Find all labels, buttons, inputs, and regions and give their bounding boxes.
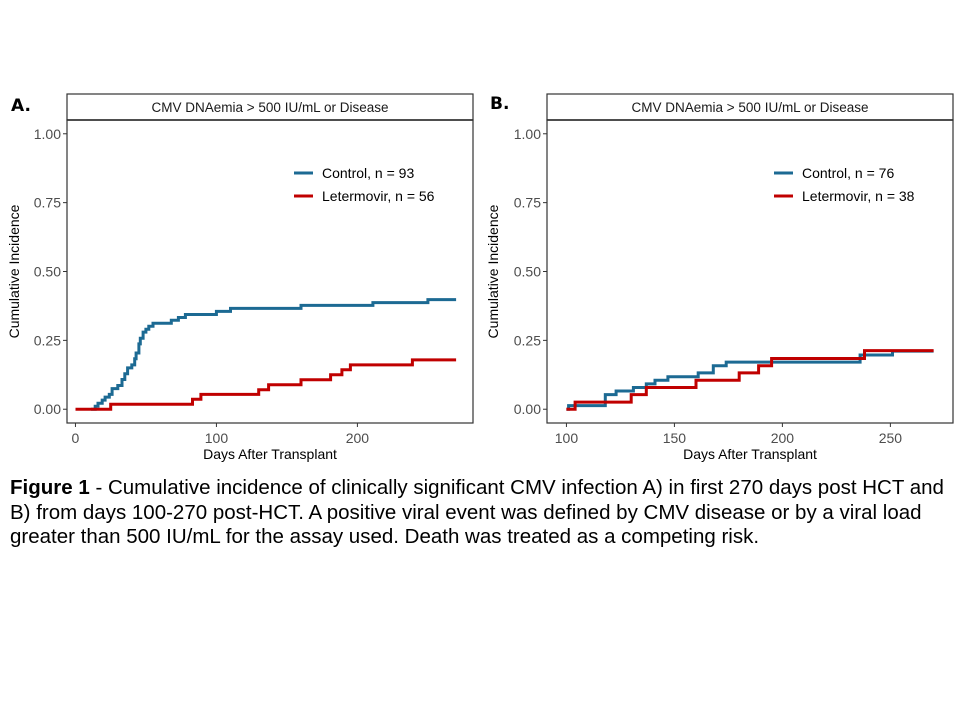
panel-a-y-tick-label: 0.75 (34, 195, 61, 211)
panel-b-y-axis-title: Cumulative Incidence (485, 204, 501, 338)
panel-a-y-tick-label: 0.00 (34, 401, 61, 417)
panel-b-y-tick-label: 0.25 (514, 332, 541, 348)
plots-svg: CMV DNAemia > 500 IU/mL or Disease 0.00 0.… (6, 93, 954, 462)
panel-b-y-tick-label: 1.00 (514, 126, 541, 142)
panel-a-y-tick-label: 0.50 (34, 264, 61, 280)
caption-label: Figure 1 (10, 476, 90, 499)
panel-a-x-tick-label: 200 (346, 430, 370, 446)
figure: A. B. CMV DNAemia > 500 IU/mL or Disease… (6, 93, 954, 462)
panel-b-strip-title: CMV DNAemia > 500 IU/mL or Disease (632, 100, 869, 115)
figure-caption: Figure 1 - Cumulative incidence of clini… (10, 476, 955, 550)
panel-b-legend-label-letermovir: Letermovir, n = 38 (802, 188, 915, 204)
panel-b-x-axis-title: Days After Transplant (683, 446, 817, 462)
panel-letter-a: A. (11, 96, 31, 116)
panel-b-y-tick-label: 0.75 (514, 195, 541, 211)
panel-letter-b: B. (490, 94, 510, 114)
panel-a-strip-title: CMV DNAemia > 500 IU/mL or Disease (152, 100, 389, 115)
panel-a-strip-header (66, 93, 474, 121)
panel-a-y-tick-label: 0.25 (34, 332, 61, 348)
panel-b-legend-label-control: Control, n = 76 (802, 165, 894, 181)
caption-text: - Cumulative incidence of clinically sig… (10, 476, 944, 548)
panel-b-x-tick-label: 100 (555, 430, 579, 446)
panel-a-series-letermovir-line (75, 358, 457, 411)
panel-b-series-control-line (566, 349, 934, 411)
panel-b-y-tick-label: 0.50 (514, 264, 541, 280)
panel-b-x-tick-label: 200 (771, 430, 795, 446)
panel-a-x-tick-label: 0 (72, 430, 80, 446)
panel-a-y-axis-title: Cumulative Incidence (6, 204, 22, 338)
panel-b-x-tick-label: 150 (663, 430, 687, 446)
panel-b-y-tick-label: 0.00 (514, 401, 541, 417)
panel-a-series-control-line (91, 298, 457, 411)
panel-a-legend-label-control: Control, n = 93 (322, 165, 414, 181)
panel-a-legend-label-letermovir: Letermovir, n = 56 (322, 188, 435, 204)
panel-a-x-axis-title: Days After Transplant (203, 446, 337, 462)
panel-a-y-tick-label: 1.00 (34, 126, 61, 142)
panel-a-x-tick-label: 100 (205, 430, 229, 446)
panel-b-x-tick-label: 250 (879, 430, 903, 446)
panel-b-series-letermovir-line (566, 349, 934, 411)
